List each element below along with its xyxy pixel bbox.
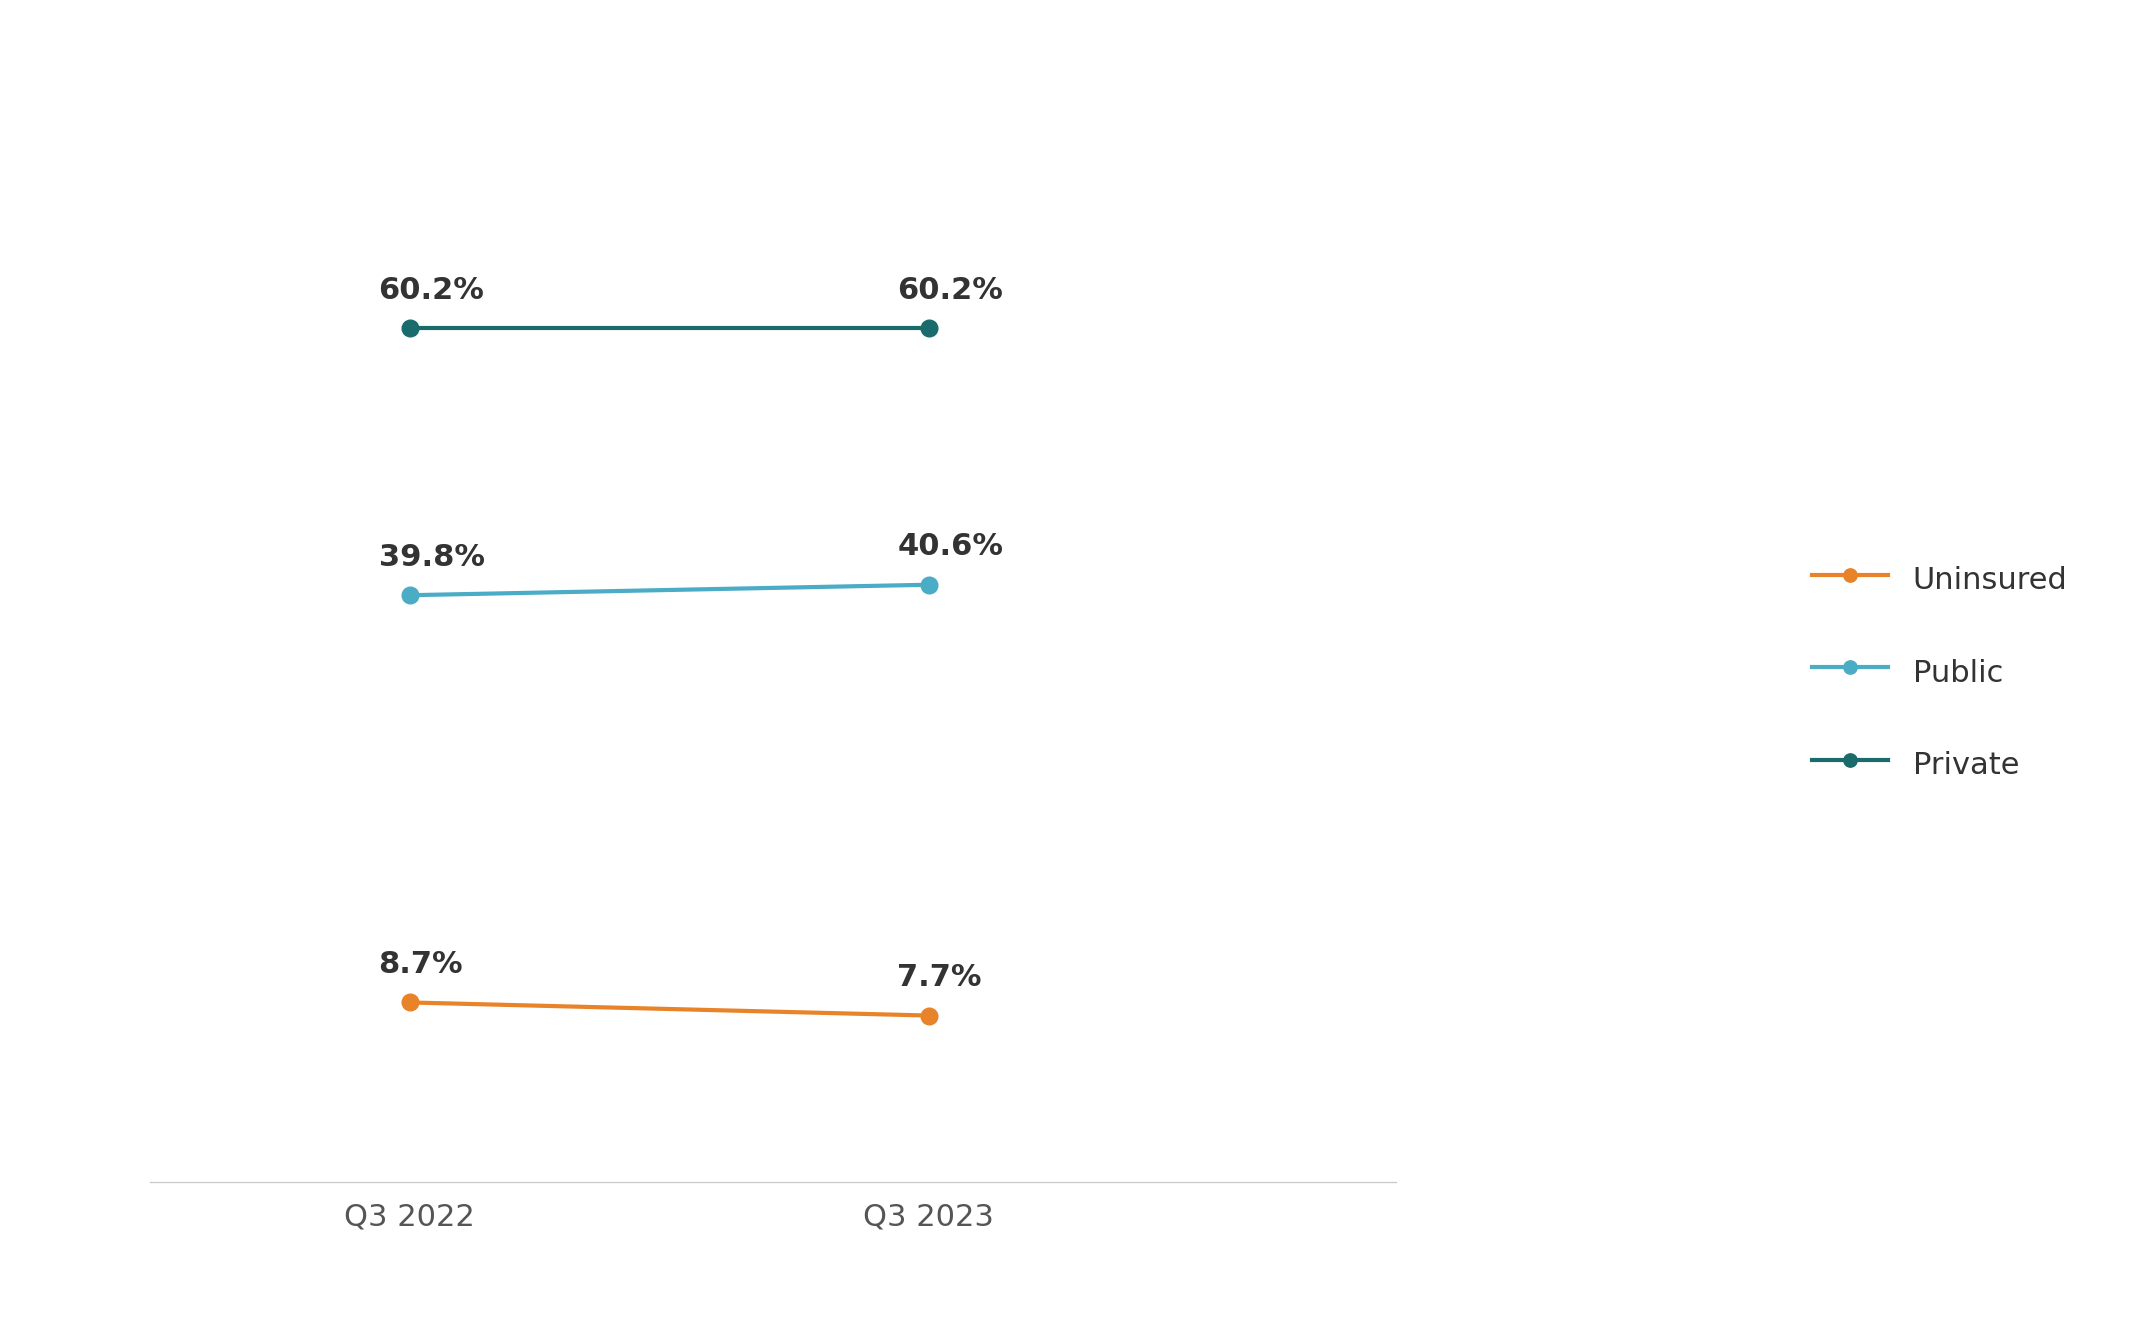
Text: 60.2%: 60.2% bbox=[897, 275, 1003, 305]
Text: 39.8%: 39.8% bbox=[378, 543, 485, 572]
Legend: Uninsured, Public, Private: Uninsured, Public, Private bbox=[1812, 560, 2068, 783]
Text: 7.7%: 7.7% bbox=[897, 963, 981, 992]
Public bbox=[915, 576, 940, 592]
Uninsured bbox=[397, 994, 423, 1010]
Line: Uninsured: Uninsured bbox=[401, 994, 936, 1023]
Uninsured bbox=[915, 1007, 940, 1023]
Text: 8.7%: 8.7% bbox=[378, 950, 464, 979]
Text: 40.6%: 40.6% bbox=[897, 532, 1003, 561]
Line: Private: Private bbox=[401, 320, 936, 337]
Text: 60.2%: 60.2% bbox=[378, 275, 485, 305]
Private bbox=[915, 320, 940, 336]
Private bbox=[397, 320, 423, 336]
Line: Public: Public bbox=[401, 576, 936, 603]
Public bbox=[397, 587, 423, 603]
